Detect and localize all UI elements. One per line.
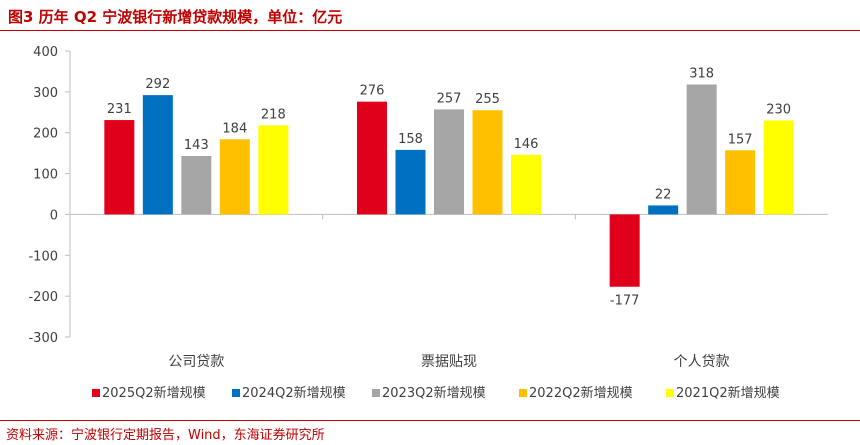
bar xyxy=(142,95,173,215)
legend-label: 2025Q2新增规模 xyxy=(102,385,206,401)
data-label: 257 xyxy=(437,91,462,106)
bar xyxy=(725,150,756,215)
bar xyxy=(104,120,135,215)
y-tick-label: -200 xyxy=(28,290,58,305)
category-label: 个人贷款 xyxy=(674,354,730,370)
data-label: 292 xyxy=(145,77,170,92)
data-label: 157 xyxy=(728,132,753,147)
y-tick-label: 100 xyxy=(33,168,58,183)
legend-label: 2024Q2新增规模 xyxy=(242,385,346,401)
bar xyxy=(472,110,503,215)
category-label: 公司贷款 xyxy=(168,354,224,370)
bar xyxy=(686,84,717,215)
legend-swatch xyxy=(666,389,674,397)
legend-swatch xyxy=(372,389,380,397)
chart-title: 图3 历年 Q2 宁波银行新增贷款规模，单位：亿元 xyxy=(8,8,343,26)
bar xyxy=(511,154,541,215)
data-label: -177 xyxy=(610,294,640,309)
bar-chart: -300 -200 -100 0 100 200 300 400 231 292 143 184 218… xyxy=(28,45,828,401)
bar xyxy=(763,120,794,215)
data-label: 146 xyxy=(514,137,539,152)
y-tick-label: 200 xyxy=(33,127,58,142)
bar xyxy=(434,109,464,215)
source-divider xyxy=(0,420,860,421)
y-tick-label: 0 xyxy=(50,208,58,223)
legend-swatch xyxy=(92,389,100,397)
bar xyxy=(219,139,250,215)
data-label: 218 xyxy=(261,107,286,122)
data-label: 158 xyxy=(398,132,423,147)
legend-swatch xyxy=(232,389,240,397)
data-label: 230 xyxy=(766,102,791,117)
bar xyxy=(648,205,679,215)
y-tick-label: -300 xyxy=(28,331,58,346)
legend-label: 2022Q2新增规模 xyxy=(529,385,633,401)
data-label: 143 xyxy=(184,138,209,153)
source-note: 资料来源：宁波银行定期报告，Wind，东海证券研究所 xyxy=(6,428,325,443)
bar xyxy=(181,156,212,215)
data-label: 184 xyxy=(222,121,247,136)
y-tick-label: -100 xyxy=(28,249,58,264)
bar xyxy=(357,101,387,215)
y-tick-label: 300 xyxy=(33,86,58,101)
title-divider xyxy=(0,30,860,31)
data-label: 22 xyxy=(655,187,672,202)
bar xyxy=(395,149,426,215)
data-label: 318 xyxy=(689,67,714,82)
bar xyxy=(258,125,289,215)
data-label: 231 xyxy=(107,102,132,117)
legend-swatch xyxy=(519,389,527,397)
y-tick-label: 400 xyxy=(33,45,58,60)
data-label: 276 xyxy=(360,84,385,99)
legend-label: 2023Q2新增规模 xyxy=(382,385,486,401)
bar xyxy=(609,214,640,287)
category-label: 票据贴现 xyxy=(421,354,477,370)
legend-label: 2021Q2新增规模 xyxy=(676,385,780,401)
data-label: 255 xyxy=(475,92,500,107)
